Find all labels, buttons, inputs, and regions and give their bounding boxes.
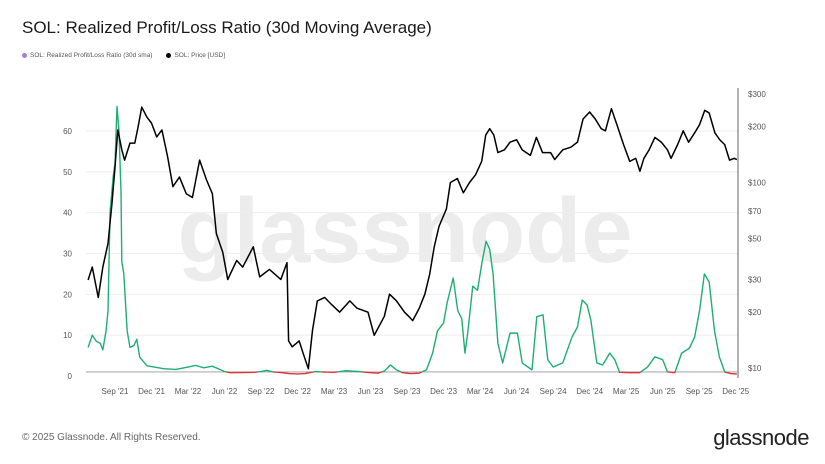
x-tick-label: Sep '23 xyxy=(394,387,421,396)
y-left-tick-label: 20 xyxy=(63,290,72,299)
y-left-tick-label: 60 xyxy=(63,127,72,136)
legend: SOL: Realized Profit/Loss Ratio (30d sma… xyxy=(22,52,225,59)
x-tick-label: Dec '21 xyxy=(138,387,165,396)
x-tick-label: Dec '24 xyxy=(576,387,603,396)
ratio-line-segment-profit xyxy=(381,364,402,373)
ratio-line-segment-profit xyxy=(87,105,227,373)
x-tick-label: Dec '23 xyxy=(430,387,457,396)
watermark: glassnode xyxy=(177,180,632,282)
glassnode-logo: glassnode xyxy=(713,425,809,450)
legend-item-ratio[interactable]: SOL: Realized Profit/Loss Ratio (30d sma… xyxy=(22,52,152,59)
x-tick-label: Jun '22 xyxy=(212,387,238,396)
x-tick-label: Sep '25 xyxy=(686,387,713,396)
x-tick-label: Jun '25 xyxy=(650,387,676,396)
y-left-tick-label: 0 xyxy=(68,372,73,381)
x-tick-label: Mar '24 xyxy=(467,387,494,396)
y-left-tick-label: 40 xyxy=(63,209,72,218)
x-tick-label: Dec '25 xyxy=(722,387,749,396)
x-tick-label: Sep '22 xyxy=(248,387,275,396)
x-tick-label: Sep '21 xyxy=(102,387,129,396)
y-right-tick-label: $20 xyxy=(748,308,762,317)
x-tick-label: Sep '24 xyxy=(540,387,567,396)
price-line xyxy=(87,106,738,370)
y-left-tick-label: 10 xyxy=(63,331,72,340)
x-tick-label: Mar '22 xyxy=(175,387,202,396)
y-right-tick-label: $50 xyxy=(748,234,762,243)
y-left-tick-label: 30 xyxy=(63,250,72,259)
y-right-tick-label: $70 xyxy=(748,207,762,216)
ratio-line-segment-loss xyxy=(226,371,258,374)
ratio-line-segment-profit xyxy=(640,356,669,373)
x-tick-label: Jun '24 xyxy=(504,387,530,396)
ratio-line-segment-profit xyxy=(337,369,363,373)
legend-dot-ratio-icon xyxy=(22,53,27,58)
ratio-line-segment-profit xyxy=(257,369,274,373)
y-right-tick-label: $300 xyxy=(748,90,766,99)
legend-dot-price-icon xyxy=(166,53,172,58)
ratio-line-segment-loss xyxy=(724,371,737,375)
ratio-line-segment-loss xyxy=(618,371,642,374)
y-right-tick-label: $200 xyxy=(748,123,766,132)
y-right-tick-label: $30 xyxy=(748,275,762,284)
x-tick-label: Dec '22 xyxy=(284,387,311,396)
legend-item-price[interactable]: SOL: Price [USD] xyxy=(166,52,225,59)
chart-title: SOL: Realized Profit/Loss Ratio (30d Mov… xyxy=(22,18,432,37)
ratio-line-segment-loss xyxy=(362,371,383,374)
legend-label-price: SOL: Price [USD] xyxy=(174,52,226,59)
ratio-line-segment-loss xyxy=(667,371,676,374)
y-right-tick-label: $10 xyxy=(748,364,762,373)
legend-label-ratio: SOL: Realized Profit/Loss Ratio (30d sma… xyxy=(30,52,153,59)
x-tick-label: Mar '23 xyxy=(321,387,348,396)
copyright: © 2025 Glassnode. All Rights Reserved. xyxy=(22,432,201,443)
x-tick-label: Jun '23 xyxy=(358,387,384,396)
y-right-tick-label: $100 xyxy=(748,179,766,188)
ratio-line-segment-profit xyxy=(421,240,621,373)
ratio-line-segment-loss xyxy=(273,371,314,375)
x-tick-label: Mar '25 xyxy=(613,387,640,396)
ratio-line-segment-loss xyxy=(400,371,423,375)
y-left-tick-label: 50 xyxy=(63,168,72,177)
ratio-line-segment-profit xyxy=(674,273,726,373)
